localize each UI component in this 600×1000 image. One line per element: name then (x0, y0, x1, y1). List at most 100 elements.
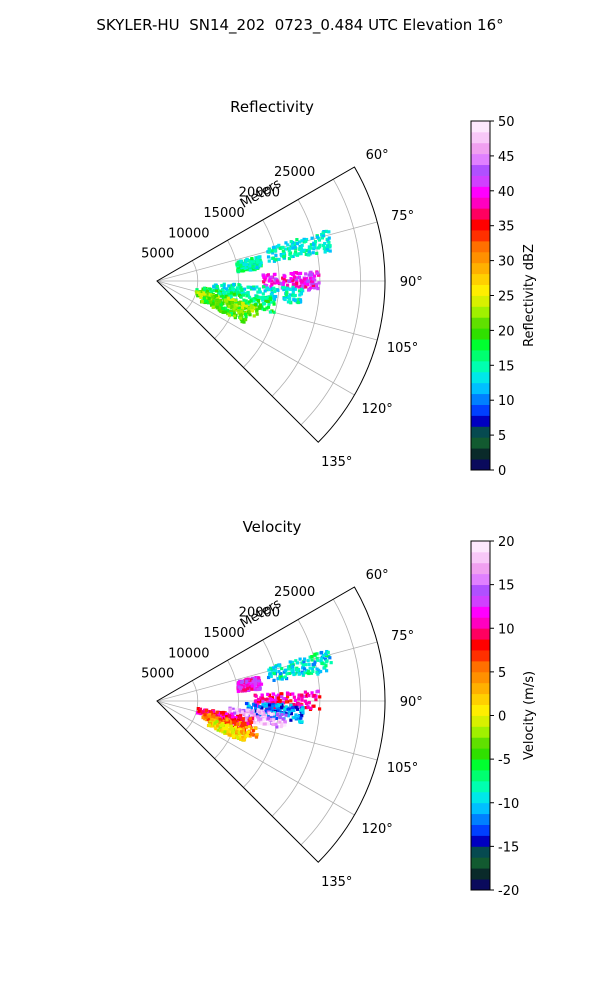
echo-gate (283, 723, 287, 727)
echo-gate (277, 693, 281, 697)
echo-gate (232, 282, 236, 287)
echo-gate (252, 685, 256, 690)
echo-gate (258, 721, 263, 726)
echo-gate (290, 243, 294, 247)
echo-gate (236, 683, 240, 687)
echo-gate (276, 677, 280, 681)
echo-gate (300, 243, 304, 247)
echo-gate (243, 722, 247, 726)
echo-gate (223, 715, 227, 719)
echo-gate (238, 728, 242, 732)
colorbar-swatch (471, 541, 490, 553)
echo-gate (233, 711, 237, 715)
echo-gate (284, 700, 289, 704)
angular-gridline (156, 700, 378, 761)
echo-gate (237, 302, 241, 306)
echo-gate (281, 252, 286, 256)
echo-gate (230, 283, 234, 287)
angular-gridline (156, 641, 378, 702)
echo-gate (272, 671, 277, 676)
echo-gate (246, 266, 250, 270)
echo-gate (242, 738, 247, 742)
angle-tick-label: 75° (391, 209, 414, 224)
echo-gate (299, 292, 303, 296)
echo-gate (269, 297, 273, 302)
echo-gate (285, 291, 289, 295)
colorbar-swatch (471, 350, 490, 362)
colorbar-swatch (471, 197, 490, 209)
radial-tick-label: 25000 (274, 585, 315, 600)
echo-gate (295, 281, 299, 285)
echo-gate (288, 287, 292, 291)
echo-gate (327, 230, 331, 234)
echo-gate (302, 657, 307, 661)
echo-gate (244, 258, 248, 263)
echo-gate (253, 268, 257, 272)
echo-gate (268, 711, 272, 715)
echo-gate (264, 276, 268, 280)
echo-gate (214, 727, 218, 731)
echo-gate (285, 287, 289, 291)
echo-gate (291, 254, 295, 259)
echo-gate (204, 708, 209, 712)
echo-gate (295, 661, 300, 665)
echo-gate (211, 709, 216, 713)
echo-gate (230, 305, 234, 309)
echo-gate (266, 298, 270, 302)
echo-gate (269, 285, 273, 289)
echo-gate (305, 276, 309, 281)
echo-gate (256, 704, 260, 708)
echo-gate (278, 664, 282, 668)
echo-gate (272, 256, 276, 260)
echo-gate (247, 718, 251, 722)
echo-gate (316, 672, 320, 676)
echo-gate (296, 300, 300, 305)
echo-gate (250, 726, 254, 730)
echo-gate (282, 288, 286, 292)
echo-gate (251, 264, 255, 268)
echo-gate (244, 725, 248, 730)
echo-gate (226, 311, 230, 315)
colorbar-swatch (471, 759, 490, 771)
echo-gate (215, 724, 220, 728)
echo-gate (248, 717, 252, 721)
echo-gate (294, 271, 299, 275)
echo-gate (241, 685, 245, 689)
echo-gate (254, 721, 258, 725)
echo-gate (319, 669, 323, 674)
echo-gate (289, 718, 293, 722)
echo-gate (262, 285, 266, 289)
echo-gate (290, 708, 294, 713)
echo-gate (252, 287, 256, 291)
echo-gate (307, 662, 311, 667)
echo-gate (281, 701, 286, 705)
echo-gate (287, 256, 292, 261)
echo-gate (310, 691, 314, 695)
echo-gate (275, 279, 279, 283)
echo-gate (258, 717, 262, 721)
echo-gate (290, 660, 294, 664)
echo-gate (244, 718, 248, 722)
echo-gate (268, 672, 272, 676)
echo-gate (261, 699, 265, 703)
echo-gate (294, 277, 298, 281)
echo-gate (323, 657, 328, 661)
echo-gate (304, 668, 308, 673)
echo-gate (263, 714, 267, 718)
echo-gate (212, 285, 216, 289)
echo-gate (221, 288, 225, 293)
echo-gate (263, 704, 267, 708)
echo-gate (246, 285, 250, 289)
echo-gate (258, 686, 262, 690)
echo-gate (313, 286, 317, 290)
angular-gridline (156, 280, 355, 396)
echo-gate (236, 681, 241, 685)
echo-gate (300, 285, 305, 289)
echo-gate (253, 303, 258, 307)
echo-gate (231, 286, 235, 291)
echo-gate (238, 265, 242, 270)
echo-gate (226, 731, 230, 735)
echo-gate (318, 695, 322, 699)
echo-gate (293, 241, 297, 245)
echo-gate (214, 714, 218, 718)
